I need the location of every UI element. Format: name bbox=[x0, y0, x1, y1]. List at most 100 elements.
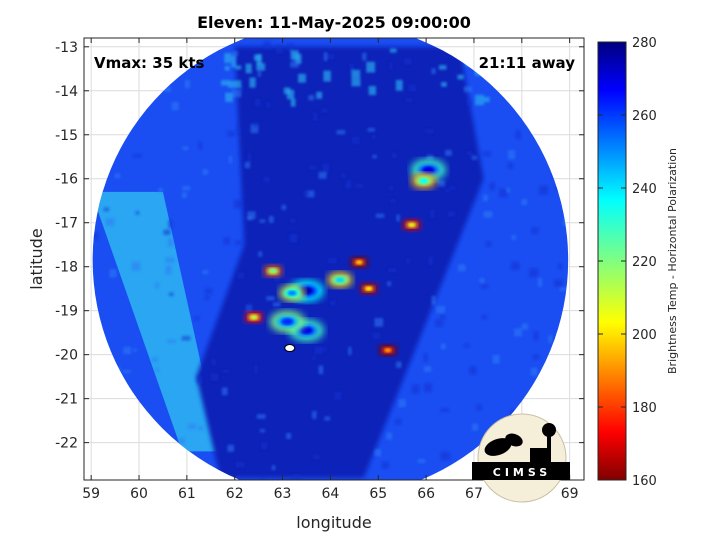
texture-speck bbox=[325, 53, 335, 60]
texture-speck bbox=[318, 171, 327, 179]
texture-speck bbox=[234, 199, 244, 209]
texture-speck bbox=[372, 332, 381, 339]
texture-speck bbox=[511, 234, 516, 240]
texture-speck bbox=[133, 348, 137, 352]
storm-center-marker bbox=[284, 344, 296, 353]
texture-speck bbox=[346, 179, 352, 189]
feature-12 bbox=[378, 344, 398, 357]
texture-speck bbox=[235, 240, 242, 245]
feature-4 bbox=[327, 271, 353, 288]
texture-speck bbox=[499, 188, 508, 198]
time-away-annotation: 21:11 away bbox=[479, 54, 576, 72]
texture-speck bbox=[308, 95, 315, 101]
texture-speck bbox=[181, 192, 187, 199]
texture-speck bbox=[486, 241, 491, 247]
texture-speck bbox=[457, 264, 466, 272]
texture-speck-top bbox=[366, 61, 376, 73]
texture-speck-top bbox=[296, 53, 302, 64]
feature-8 bbox=[410, 172, 437, 189]
colorbar-tick-label-3: 220 bbox=[632, 255, 657, 270]
texture-speck bbox=[431, 295, 436, 305]
texture-speck bbox=[158, 187, 164, 192]
texture-speck bbox=[178, 438, 185, 444]
texture-speck-top bbox=[225, 92, 233, 102]
texture-speck bbox=[135, 211, 140, 215]
plot-frame bbox=[83, 37, 585, 481]
texture-speck bbox=[386, 432, 393, 440]
texture-speck-top bbox=[235, 65, 242, 70]
texture-speck bbox=[389, 62, 393, 70]
texture-speck bbox=[374, 449, 381, 457]
texture-speck bbox=[167, 339, 176, 343]
texture-speck bbox=[405, 98, 413, 102]
x-tick-label-8: 67 bbox=[465, 486, 483, 502]
texture-speck bbox=[286, 433, 292, 439]
texture-speck bbox=[165, 257, 175, 263]
texture-speck bbox=[198, 426, 204, 431]
texture-speck-top bbox=[224, 53, 232, 63]
texture-speck bbox=[273, 302, 281, 307]
texture-speck bbox=[204, 288, 213, 294]
texture-speck bbox=[263, 41, 271, 50]
texture-speck bbox=[261, 442, 268, 450]
x-tick-label-0: 59 bbox=[82, 486, 100, 502]
texture-speck bbox=[381, 461, 389, 469]
texture-speck-top bbox=[389, 48, 397, 53]
texture-speck bbox=[202, 169, 208, 175]
x-axis-label: longitude bbox=[296, 513, 371, 532]
texture-speck bbox=[508, 150, 516, 160]
texture-speck bbox=[425, 129, 434, 133]
texture-speck bbox=[271, 465, 276, 471]
y-axis-ticks: -13 -14 -15 -16 -17 -18 -19 -20 -21 -22 bbox=[55, 40, 584, 452]
texture-speck bbox=[109, 269, 117, 278]
texture-speck bbox=[447, 211, 455, 217]
texture-speck bbox=[312, 410, 317, 419]
vmax-annotation: Vmax: 35 kts bbox=[94, 54, 204, 72]
texture-speck bbox=[423, 353, 428, 362]
texture-speck bbox=[122, 370, 131, 374]
colorbar-ticks: 280 260 240 220 200 180 160 bbox=[598, 36, 657, 489]
texture-speck bbox=[266, 102, 271, 108]
texture-speck bbox=[372, 154, 377, 159]
texture-speck bbox=[244, 162, 250, 169]
texture-speck bbox=[371, 134, 376, 140]
texture-speck bbox=[388, 268, 397, 273]
texture-speck bbox=[537, 278, 543, 287]
feature-9 bbox=[402, 218, 422, 231]
texture-speck bbox=[548, 335, 553, 343]
texture-speck bbox=[181, 336, 191, 341]
texture-speck bbox=[188, 424, 197, 429]
texture-speck bbox=[521, 323, 528, 330]
texture-speck bbox=[398, 399, 406, 408]
texture-speck bbox=[259, 219, 266, 223]
texture-speck bbox=[123, 346, 132, 355]
texture-speck bbox=[554, 279, 563, 287]
texture-speck bbox=[232, 89, 242, 98]
texture-speck bbox=[388, 185, 393, 191]
texture-speck-top bbox=[256, 63, 266, 71]
texture-speck bbox=[539, 185, 549, 195]
texture-speck bbox=[114, 173, 121, 179]
logo-water-tower-icon bbox=[542, 423, 556, 437]
texture-speck bbox=[466, 98, 471, 106]
texture-speck bbox=[394, 418, 402, 425]
texture-speck bbox=[424, 366, 432, 372]
texture-speck bbox=[254, 98, 261, 107]
texture-speck bbox=[171, 101, 179, 111]
x-tick-label-6: 65 bbox=[369, 486, 387, 502]
texture-speck bbox=[165, 265, 172, 275]
texture-speck bbox=[210, 373, 219, 381]
texture-speck bbox=[351, 136, 360, 144]
texture-speck-top bbox=[286, 89, 295, 100]
texture-speck bbox=[163, 86, 172, 92]
texture-speck bbox=[516, 130, 521, 140]
texture-speck-top bbox=[351, 78, 361, 87]
texture-speck bbox=[324, 416, 331, 421]
texture-speck-top bbox=[231, 55, 237, 68]
texture-speck bbox=[481, 314, 487, 319]
texture-speck bbox=[250, 124, 259, 134]
texture-speck bbox=[235, 461, 245, 468]
texture-speck bbox=[330, 300, 336, 306]
texture-speck bbox=[411, 384, 420, 394]
